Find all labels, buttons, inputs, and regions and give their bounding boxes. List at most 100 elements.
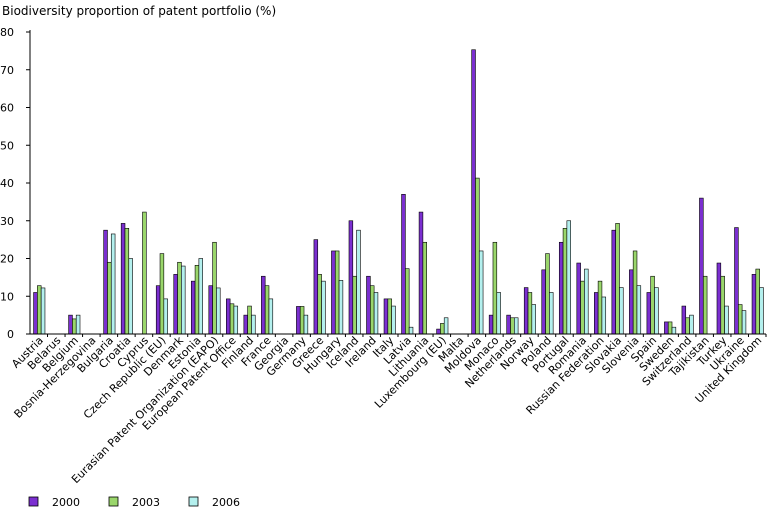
bar-2003 <box>299 306 305 335</box>
bar-2000 <box>751 274 757 335</box>
bar-2003 <box>580 280 585 335</box>
bar-2006 <box>181 265 186 335</box>
bar-2006 <box>689 314 694 335</box>
bar-2003 <box>370 285 375 335</box>
bar-2000 <box>261 275 266 335</box>
bar-2006 <box>671 326 677 335</box>
bar-2006 <box>75 314 81 335</box>
y-tick-label: 50 <box>0 139 14 152</box>
bar-2000 <box>734 227 739 335</box>
bar-2003 <box>510 317 515 335</box>
bar-2006 <box>566 220 571 335</box>
bar-2000 <box>471 49 476 335</box>
y-tick-label: 80 <box>0 26 14 39</box>
bar-2003 <box>124 228 130 335</box>
bar-2003 <box>475 177 480 335</box>
bar-2003 <box>247 305 252 335</box>
bars <box>33 49 764 335</box>
bar-2003 <box>738 304 743 335</box>
legend-label-2006: 2006 <box>212 496 240 509</box>
bar-2003 <box>317 274 322 335</box>
bar-2000 <box>594 292 599 335</box>
bar-2000 <box>190 280 196 335</box>
x-axis <box>30 333 767 337</box>
bar-2000 <box>541 269 546 335</box>
bar-2006 <box>391 305 396 335</box>
bar-2000 <box>506 314 511 335</box>
bar-2000 <box>348 220 354 335</box>
chart-title: Biodiversity proportion of patent portfo… <box>2 4 276 18</box>
bar-2003 <box>422 241 427 335</box>
bar-2006 <box>216 287 221 335</box>
bar-2006 <box>338 280 344 335</box>
bar-2006 <box>373 292 379 335</box>
bar-2000 <box>681 305 687 335</box>
bar-2000 <box>401 194 406 335</box>
bar-2003 <box>597 280 603 335</box>
bar-2006 <box>654 287 659 335</box>
bar-2000 <box>576 262 581 335</box>
bar-2006 <box>549 292 554 335</box>
y-tick-label: 70 <box>0 64 14 77</box>
bar-2003 <box>755 268 760 335</box>
bar-2006 <box>356 229 361 335</box>
bar-2006 <box>268 298 274 335</box>
bar-2003 <box>142 211 147 335</box>
bar-2000 <box>331 250 336 335</box>
y-tick-label: 30 <box>0 215 14 228</box>
legend-swatch-2000 <box>28 496 39 507</box>
bar-2006 <box>40 287 46 335</box>
bar-2000 <box>173 274 178 335</box>
bar-2000 <box>664 321 669 335</box>
y-tick-label: 40 <box>0 177 14 190</box>
bar-2003 <box>37 285 42 335</box>
bar-2006 <box>478 250 484 335</box>
bar-2000 <box>699 197 704 335</box>
bar-2006 <box>513 317 519 335</box>
bar-2006 <box>303 314 309 335</box>
bar-2003 <box>545 253 550 335</box>
bar-2000 <box>436 328 441 335</box>
bar-2006 <box>584 268 589 335</box>
bar-2003 <box>685 317 690 335</box>
bar-2003 <box>352 275 357 335</box>
bar-2000 <box>33 292 38 335</box>
y-tick-label: 20 <box>0 253 14 266</box>
bar-2006 <box>759 287 764 335</box>
bar-2000 <box>716 262 722 335</box>
legend-swatch-2006 <box>188 496 199 507</box>
bar-2006 <box>198 258 203 335</box>
bar-2000 <box>646 292 652 335</box>
bar-2006 <box>601 296 607 335</box>
bar-2006 <box>321 280 326 335</box>
bar-2003 <box>615 223 620 335</box>
legend-label-2000: 2000 <box>52 496 80 509</box>
bar-2006 <box>163 298 168 335</box>
bar-2000 <box>226 298 231 335</box>
bar-2006 <box>443 317 449 335</box>
bar-2003 <box>632 250 638 335</box>
y-tick-label: 60 <box>0 102 14 115</box>
bar-2003 <box>229 303 235 335</box>
bar-2003 <box>702 275 708 335</box>
bar-2000 <box>313 239 319 335</box>
bar-2006 <box>408 326 414 335</box>
bar-2000 <box>558 241 564 335</box>
bar-2003 <box>667 321 673 335</box>
bar-2006 <box>619 287 624 335</box>
bar-2006 <box>724 305 729 335</box>
bar-2003 <box>440 323 445 335</box>
legend-swatch-2003 <box>108 496 119 507</box>
y-tick-label: 10 <box>0 290 14 303</box>
bar-2003 <box>650 275 655 335</box>
bar-2006 <box>741 310 747 335</box>
bar-2003 <box>492 241 498 335</box>
bar-2006 <box>636 285 642 335</box>
bar-2006 <box>531 304 536 335</box>
bar-2003 <box>264 285 270 335</box>
bar-2003 <box>107 261 112 335</box>
bar-2003 <box>159 253 165 335</box>
bar-2000 <box>629 269 634 335</box>
bar-2006 <box>496 292 501 335</box>
bar-2000 <box>208 285 213 335</box>
